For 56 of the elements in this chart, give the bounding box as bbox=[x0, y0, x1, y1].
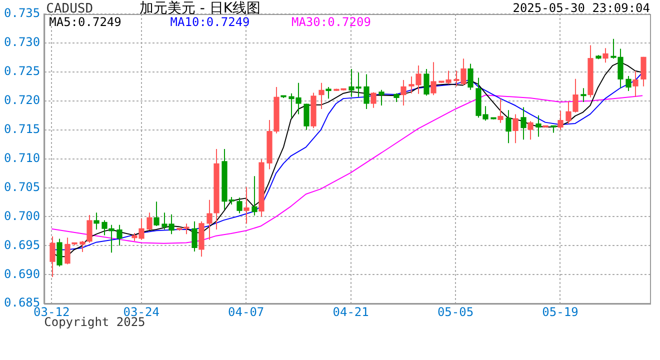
candlestick bbox=[116, 224, 122, 246]
candlestick bbox=[86, 214, 92, 244]
x-tick-label: 05-19 bbox=[542, 304, 578, 319]
candlestick bbox=[370, 92, 376, 108]
candlestick bbox=[468, 63, 474, 90]
candlestick bbox=[94, 212, 100, 230]
candlestick bbox=[244, 186, 250, 224]
text: MA30:0.7209 bbox=[291, 15, 371, 30]
candlestick bbox=[400, 80, 406, 106]
text: Copyright 2025 bbox=[44, 315, 146, 330]
candlestick bbox=[430, 62, 436, 96]
candlestick bbox=[236, 197, 242, 214]
candlestick bbox=[206, 199, 212, 240]
x-tick-label: 04-07 bbox=[228, 304, 264, 319]
candlestick bbox=[506, 110, 512, 144]
candlestick bbox=[304, 103, 310, 130]
x-tick-label: 04-21 bbox=[332, 304, 369, 319]
candlestick bbox=[512, 114, 518, 144]
y-tick-label: 0.730 bbox=[4, 35, 40, 50]
candlestick bbox=[558, 110, 564, 130]
candlestick bbox=[80, 240, 86, 253]
candlestick bbox=[498, 98, 504, 124]
chart-subtitle: CADUSD bbox=[46, 1, 94, 16]
text: MA10:0.7249 bbox=[170, 15, 250, 30]
y-tick-label: 0.690 bbox=[4, 266, 40, 281]
candlestick bbox=[632, 70, 638, 98]
y-tick-label: 0.705 bbox=[4, 180, 40, 194]
candlestick bbox=[146, 212, 152, 231]
candlestick bbox=[326, 86, 332, 100]
candlestick bbox=[536, 114, 542, 138]
candlestick bbox=[626, 75, 632, 92]
candlestick bbox=[528, 120, 534, 140]
y-tick-label: 0.700 bbox=[4, 208, 40, 223]
candlestick bbox=[252, 176, 258, 216]
candlestick bbox=[364, 74, 370, 110]
candlestick bbox=[318, 82, 324, 110]
candlestick bbox=[424, 68, 430, 96]
y-tick-label: 0.710 bbox=[4, 150, 40, 165]
candlestick bbox=[520, 106, 526, 140]
candlestick bbox=[580, 88, 586, 103]
candlestick bbox=[154, 201, 160, 226]
candlestick bbox=[50, 236, 56, 278]
y-tick-label: 0.725 bbox=[4, 64, 40, 78]
y-tick-label: 0.720 bbox=[4, 93, 40, 108]
y-tick-label: 0.735 bbox=[4, 6, 40, 20]
x-tick-label: 05-05 bbox=[437, 304, 474, 319]
candlestick bbox=[378, 89, 384, 106]
text: MA5:0.7249 bbox=[49, 15, 122, 30]
chart-title: 加元美元 - 日K线图 bbox=[139, 0, 261, 17]
candlestick bbox=[192, 220, 198, 252]
annotation: 2025-05-30 23:09:04 bbox=[512, 1, 650, 16]
candlestick bbox=[56, 238, 62, 268]
candlestick bbox=[602, 48, 608, 64]
candlestick bbox=[640, 56, 646, 87]
y-tick-label: 0.715 bbox=[4, 122, 40, 136]
y-tick-label: 0.695 bbox=[4, 238, 40, 252]
